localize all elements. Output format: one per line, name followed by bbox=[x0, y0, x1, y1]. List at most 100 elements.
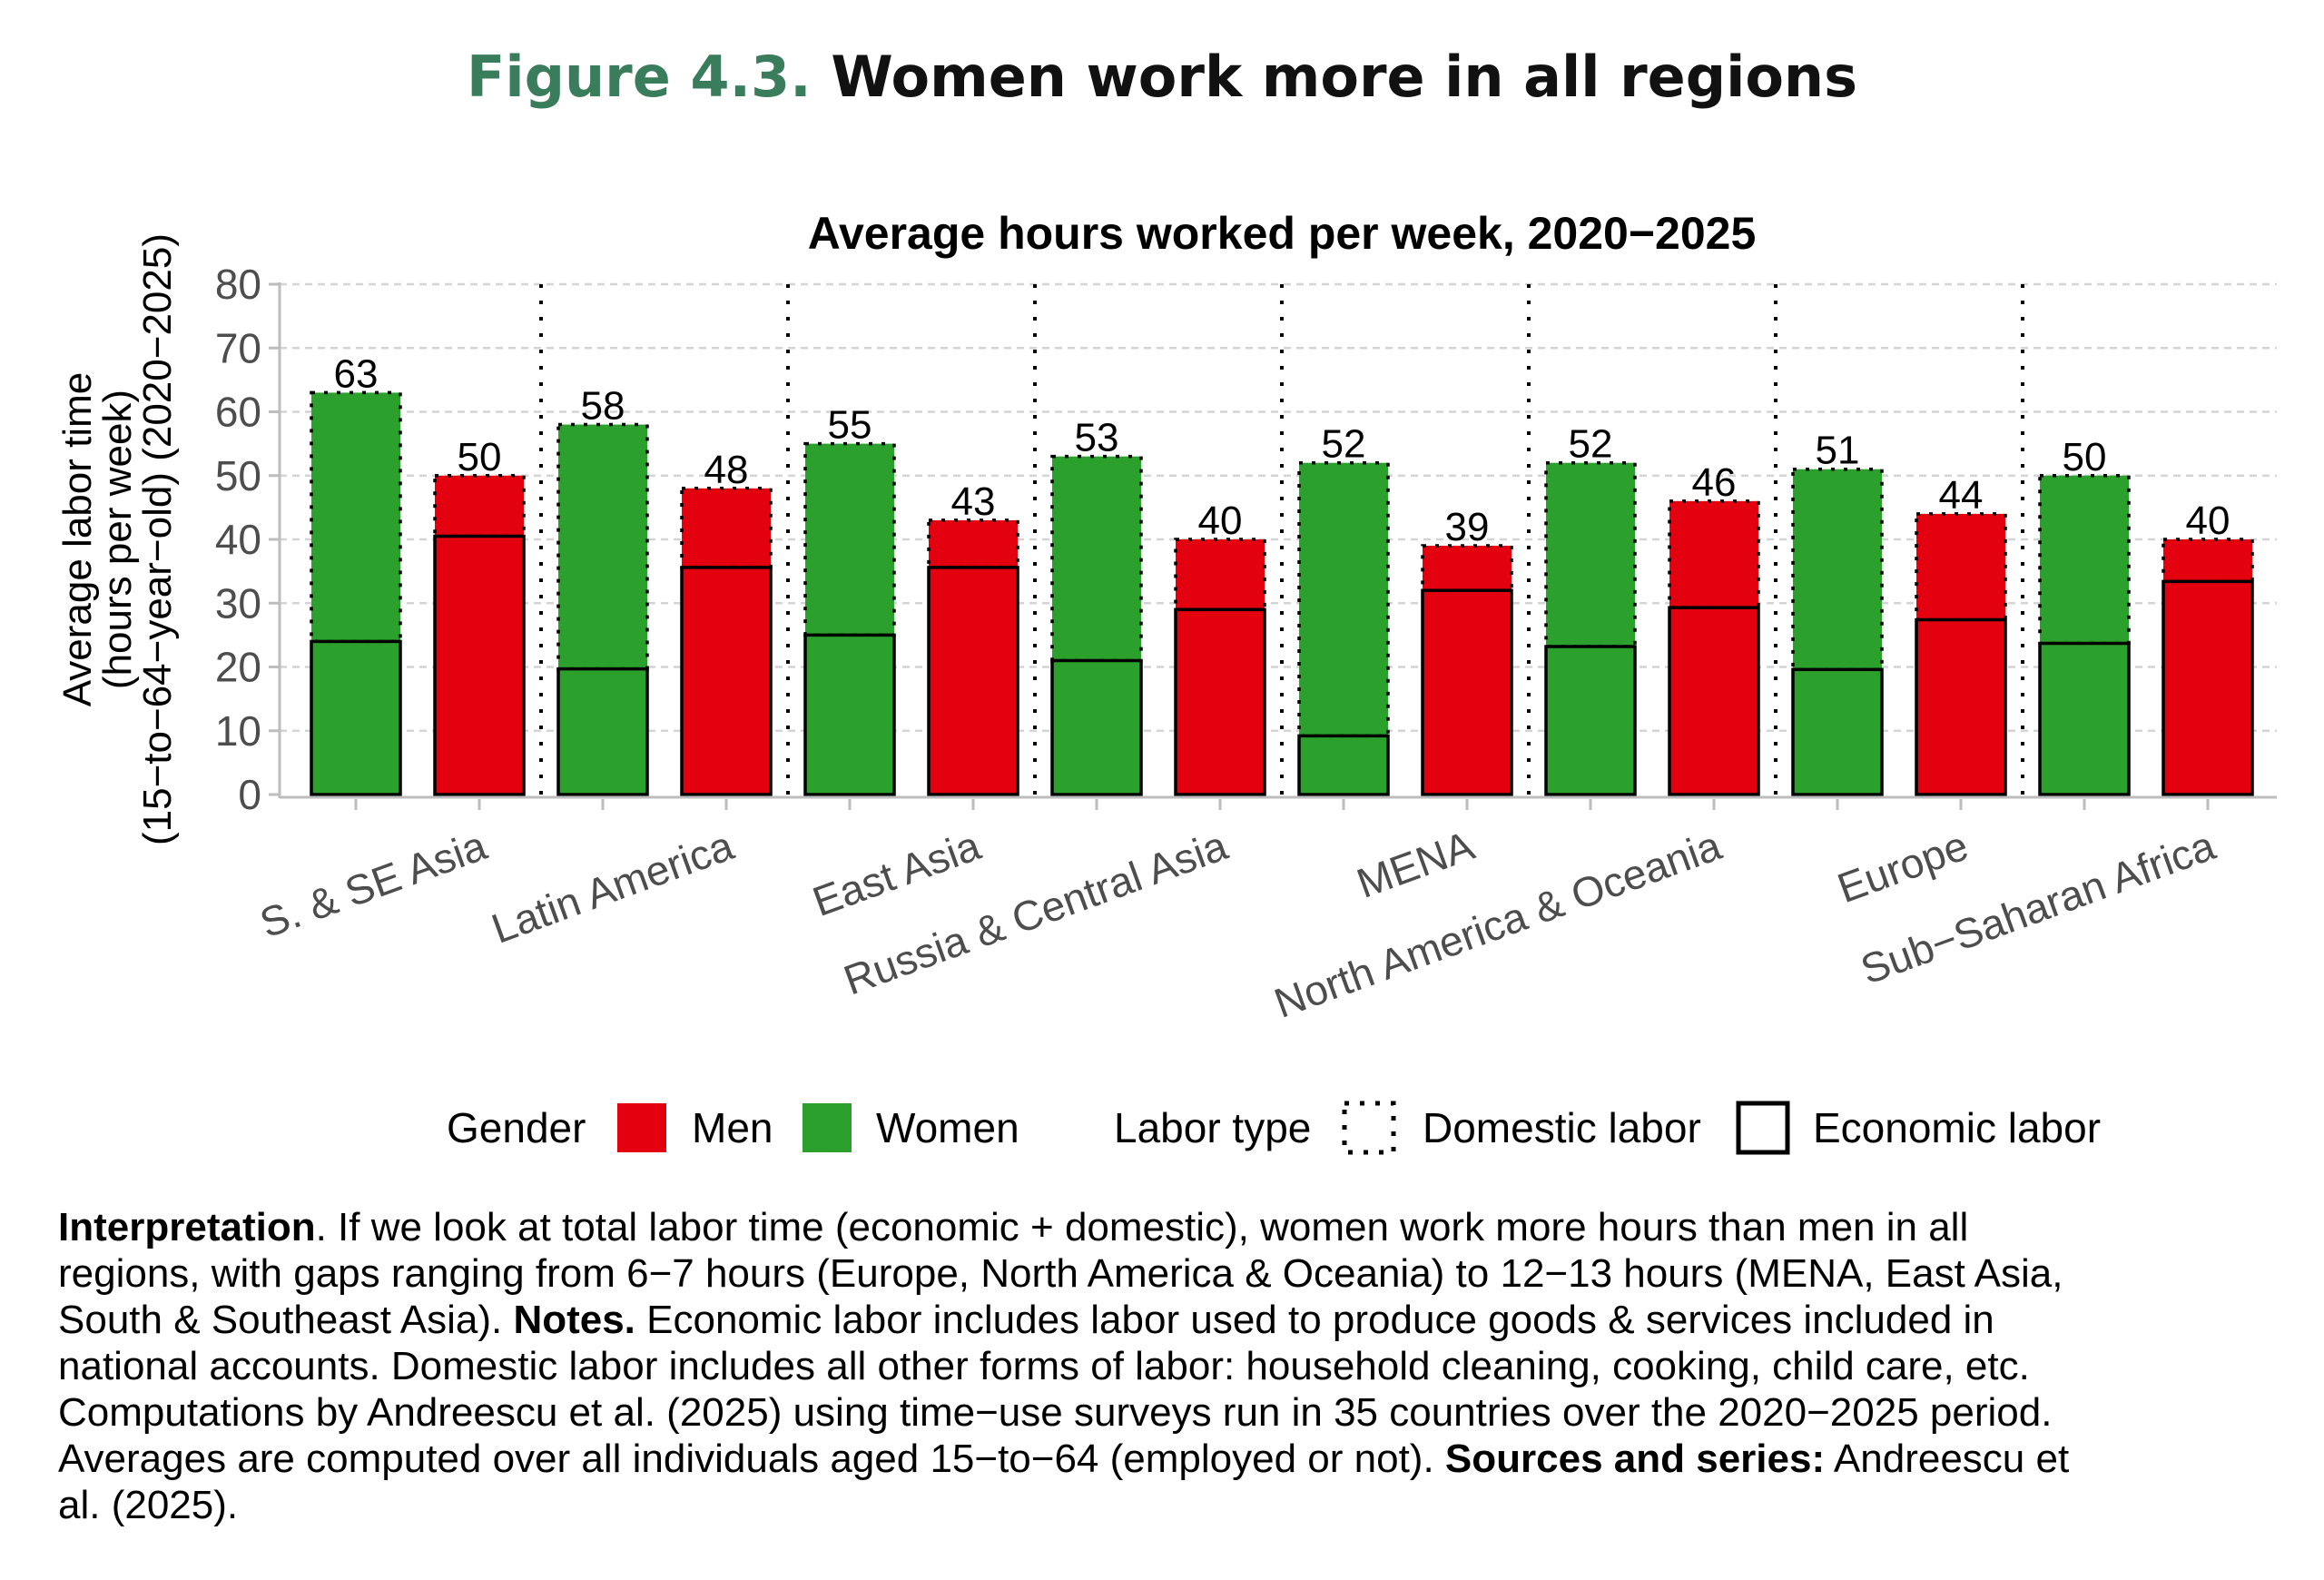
y-tick-label: 10 bbox=[215, 707, 261, 755]
men-domestic-bar bbox=[1174, 538, 1266, 612]
legend-item-domestic: Domestic labor bbox=[1423, 1104, 1701, 1151]
total-label: 40 bbox=[2186, 499, 2230, 543]
total-label: 50 bbox=[2063, 435, 2107, 479]
total-label: 58 bbox=[581, 384, 625, 429]
legend-swatch-women bbox=[803, 1103, 852, 1152]
women-economic-bar bbox=[310, 639, 402, 796]
x-tick-label: S. & SE Asia bbox=[254, 821, 493, 946]
figure-title-text: Women work more in all regions bbox=[831, 44, 1857, 110]
x-tick-label: East Asia bbox=[806, 821, 986, 925]
notes-line: national accounts. Domestic labor includ… bbox=[58, 1343, 2291, 1389]
women-economic-bar bbox=[1050, 658, 1143, 796]
notes-line: al. (2025). bbox=[58, 1482, 2291, 1528]
legend-item-men: Men bbox=[692, 1104, 773, 1151]
total-label: 40 bbox=[1198, 499, 1243, 543]
women-domestic-bar bbox=[1297, 460, 1390, 738]
notes-line: Computations by Andreescu et al. (2025) … bbox=[58, 1389, 2291, 1436]
total-label: 51 bbox=[1816, 429, 1860, 473]
men-economic-bar bbox=[1668, 606, 1760, 796]
women-economic-bar bbox=[1544, 645, 1637, 796]
notes-bold-text: Notes. bbox=[513, 1298, 635, 1342]
women-domestic-bar bbox=[1050, 454, 1143, 663]
notes-text: Computations by Andreescu et al. (2025) … bbox=[58, 1390, 2053, 1435]
legend-item-women: Women bbox=[876, 1104, 1019, 1151]
notes-text: al. (2025). bbox=[58, 1483, 239, 1527]
chart-title: Average hours worked per week, 2020−2025 bbox=[808, 208, 1757, 259]
y-tick-label: 0 bbox=[238, 771, 261, 818]
y-axis-label-line: (15−to−64−year−old) (2020−2025) bbox=[135, 233, 180, 845]
total-label: 44 bbox=[1939, 473, 1984, 518]
notes-text: South & Southeast Asia). bbox=[58, 1298, 514, 1342]
y-axis-label: Average labor time (hours per week) (15−… bbox=[55, 233, 180, 845]
women-economic-bar bbox=[556, 667, 649, 796]
women-domestic-bar bbox=[1791, 467, 1884, 672]
y-tick-label: 30 bbox=[215, 579, 261, 627]
notes-text: regions, with gaps ranging from 6−7 hour… bbox=[58, 1251, 2063, 1296]
men-economic-bar bbox=[1915, 617, 2007, 796]
legend-swatch-domestic bbox=[1342, 1101, 1396, 1155]
x-tick-label: MENA bbox=[1351, 821, 1481, 906]
total-label: 63 bbox=[334, 351, 379, 396]
total-label: 52 bbox=[1569, 422, 1613, 467]
women-economic-bar bbox=[2038, 641, 2131, 796]
men-economic-bar bbox=[433, 534, 526, 796]
y-tick-label: 40 bbox=[215, 516, 261, 563]
notes-bold-text: Interpretation bbox=[58, 1205, 316, 1249]
women-domestic-bar bbox=[2038, 474, 2131, 646]
men-domestic-bar bbox=[433, 474, 526, 538]
interpretation-notes: Interpretation. If we look at total labo… bbox=[58, 1204, 2291, 1528]
total-label: 39 bbox=[1445, 505, 1490, 549]
y-tick-label: 70 bbox=[215, 324, 261, 371]
women-economic-bar bbox=[803, 633, 896, 796]
women-economic-bar bbox=[1297, 734, 1390, 796]
figure-number: Figure 4.3. bbox=[467, 44, 812, 110]
legend-swatch-economic bbox=[1736, 1101, 1790, 1155]
men-domestic-bar bbox=[2162, 538, 2254, 584]
women-economic-bar bbox=[1791, 667, 1884, 796]
men-domestic-bar bbox=[1915, 512, 2007, 622]
women-domestic-bar bbox=[1544, 460, 1637, 648]
total-label: 50 bbox=[458, 435, 502, 479]
notes-bold-text: Sources and series: bbox=[1444, 1437, 1826, 1481]
men-economic-bar bbox=[927, 566, 1019, 796]
legend-item-economic: Economic labor bbox=[1813, 1104, 2101, 1151]
men-economic-bar bbox=[680, 566, 773, 796]
notes-line: Interpretation. If we look at total labo… bbox=[58, 1204, 2291, 1250]
total-label: 43 bbox=[951, 479, 996, 524]
y-tick-label: 80 bbox=[215, 261, 261, 308]
y-axis-label-line: Average labor time bbox=[55, 372, 100, 707]
women-domestic-bar bbox=[556, 422, 649, 671]
x-tick-label: Europe bbox=[1831, 822, 1974, 913]
notes-text: national accounts. Domestic labor includ… bbox=[58, 1344, 2030, 1388]
y-tick-label: 20 bbox=[215, 644, 261, 691]
total-label: 48 bbox=[704, 448, 749, 492]
stacked-bar-chart: Average hours worked per week, 2020−2025… bbox=[55, 208, 2277, 1155]
men-domestic-bar bbox=[1668, 499, 1760, 609]
total-label: 52 bbox=[1322, 422, 1366, 467]
men-economic-bar bbox=[2162, 579, 2254, 796]
legend-labor-title: Labor type bbox=[1114, 1104, 1311, 1151]
y-axis-label-line: (hours per week) bbox=[95, 390, 140, 689]
total-label: 46 bbox=[1692, 460, 1737, 505]
notes-text: Averages are computed over all individua… bbox=[58, 1437, 1445, 1481]
y-tick-label: 50 bbox=[215, 452, 261, 499]
total-label: 53 bbox=[1075, 416, 1119, 460]
notes-line: South & Southeast Asia). Notes. Economic… bbox=[58, 1297, 2291, 1343]
legend-gender-title: Gender bbox=[447, 1104, 586, 1151]
men-economic-bar bbox=[1421, 588, 1513, 796]
notes-text: Economic labor includes labor used to pr… bbox=[635, 1298, 1994, 1342]
legend: Gender Men Women Labor type Domestic lab… bbox=[447, 1101, 2101, 1155]
y-tick-label: 60 bbox=[215, 389, 261, 436]
notes-line: regions, with gaps ranging from 6−7 hour… bbox=[58, 1250, 2291, 1297]
men-domestic-bar bbox=[927, 518, 1019, 569]
men-domestic-bar bbox=[1421, 544, 1513, 592]
legend-swatch-men bbox=[617, 1103, 666, 1152]
men-economic-bar bbox=[1174, 607, 1266, 796]
total-label: 55 bbox=[828, 403, 872, 448]
notes-text: Andreescu et bbox=[1825, 1437, 2070, 1481]
x-tick-label: Latin America bbox=[486, 821, 740, 952]
men-domestic-bar bbox=[680, 487, 773, 569]
notes-line: Averages are computed over all individua… bbox=[58, 1436, 2291, 1482]
women-domestic-bar bbox=[310, 390, 402, 644]
x-tick-label: North America & Oceania bbox=[1268, 821, 1728, 1027]
